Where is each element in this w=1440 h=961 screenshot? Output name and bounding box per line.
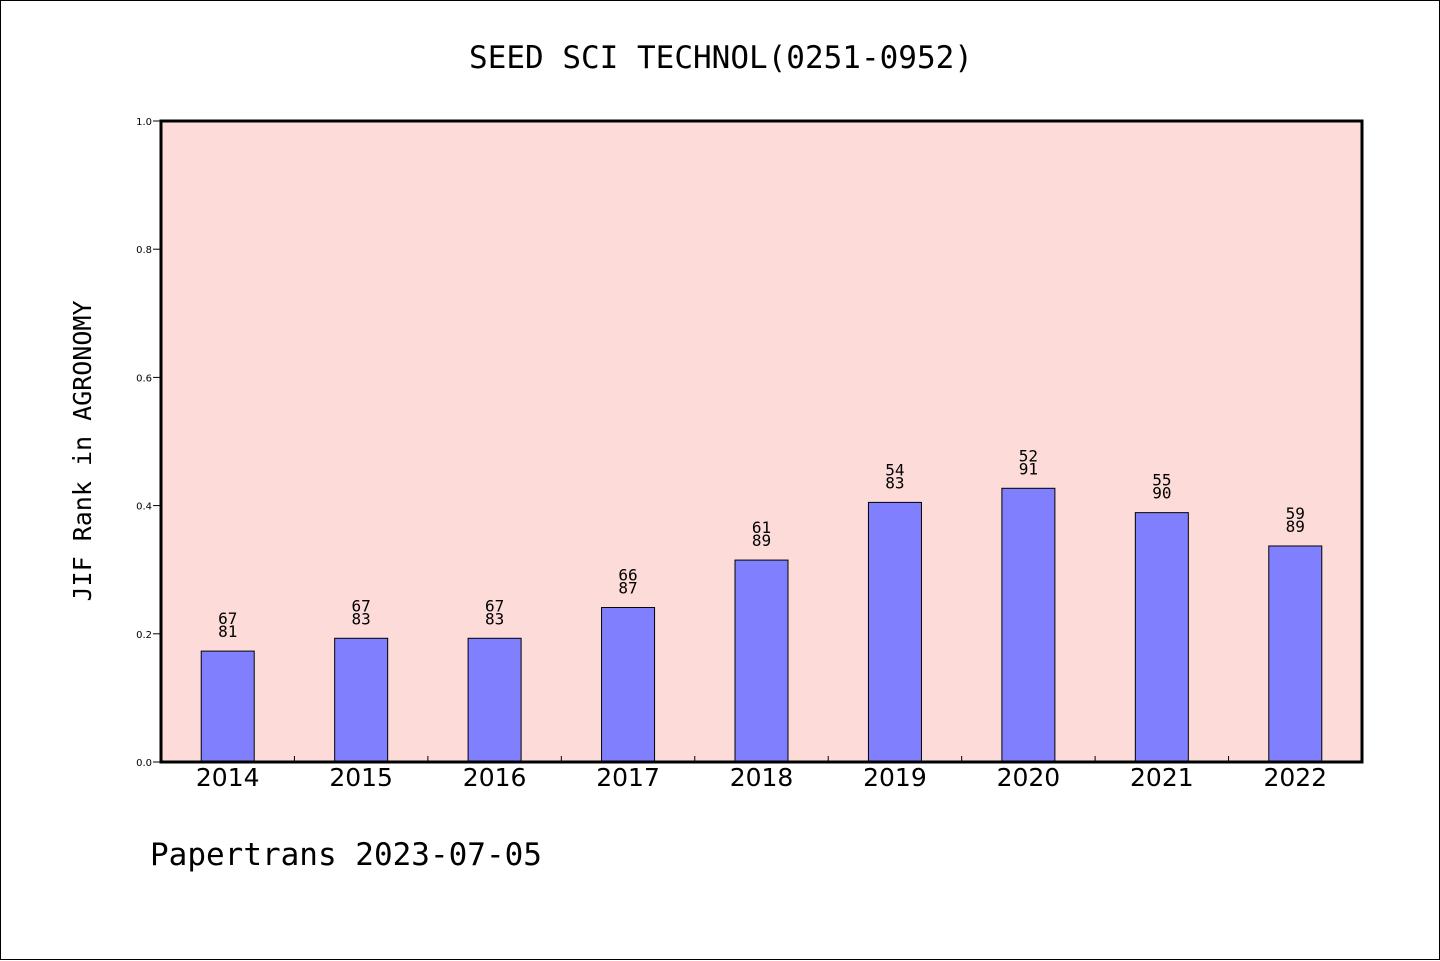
x-tick-label: 2019 xyxy=(863,763,927,792)
bar-2017 xyxy=(601,607,656,763)
x-tick-label: 2014 xyxy=(196,763,260,792)
x-tick-label: 2018 xyxy=(730,763,794,792)
bar-total-label: 91 xyxy=(1019,459,1038,478)
bar-2022 xyxy=(1268,545,1323,763)
y-axis-ticks: 0.0 0.2 0.4 0.6 0.8 1.0 xyxy=(136,117,161,769)
bars-group xyxy=(200,487,1323,763)
bar-total-label: 87 xyxy=(618,579,637,598)
bar-total-label: 83 xyxy=(485,609,504,628)
bar-total-label: 89 xyxy=(752,531,771,550)
bar-rank-label: 67 xyxy=(218,609,237,628)
bar-rank-label: 67 xyxy=(352,596,371,615)
chart-title: SEED SCI TECHNOL(0251-0952) xyxy=(469,40,973,76)
bar-rank-label: 59 xyxy=(1286,504,1305,523)
x-tick-label: 2016 xyxy=(463,763,527,792)
bar-total-label: 83 xyxy=(885,473,904,492)
bar-rank-label: 54 xyxy=(885,460,904,479)
bar-2014 xyxy=(200,650,255,763)
bar-2016 xyxy=(467,637,522,763)
y-tick-label: 0.8 xyxy=(136,245,152,256)
x-tick-label: 2021 xyxy=(1130,763,1194,792)
footer-text: Papertrans 2023-07-05 xyxy=(150,837,542,873)
bar-rank-label: 61 xyxy=(752,518,771,537)
y-tick-label: 0.6 xyxy=(136,373,152,384)
bar-total-label: 90 xyxy=(1152,484,1171,503)
y-tick-label: 0.4 xyxy=(136,502,152,513)
y-tick-label: 1.0 xyxy=(136,117,152,128)
x-tick-label: 2022 xyxy=(1263,763,1327,792)
y-tick-label: 0.0 xyxy=(136,758,152,769)
bar-2020 xyxy=(1001,487,1056,763)
x-tick-label: 2015 xyxy=(329,763,393,792)
bar-total-label: 81 xyxy=(218,622,237,641)
bar-rank-label: 66 xyxy=(618,566,637,585)
bar-2021 xyxy=(1134,512,1189,763)
bar-2019 xyxy=(867,501,922,763)
x-axis-labels: 2014 2015 2016 2017 2018 2019 2020 2021 2022 xyxy=(196,763,1327,792)
bar-2015 xyxy=(334,637,389,763)
x-tick-label: 2020 xyxy=(997,763,1061,792)
y-axis-label: JIF Rank in AGRONOMY xyxy=(68,300,97,601)
bar-rank-label: 52 xyxy=(1019,446,1038,465)
bar-rank-label: 55 xyxy=(1152,471,1171,490)
bar-rank-label: 67 xyxy=(485,596,504,615)
bar-total-label: 89 xyxy=(1286,517,1305,536)
plot-border xyxy=(159,119,1364,764)
y-tick-label: 0.2 xyxy=(136,630,152,641)
x-tick-label: 2017 xyxy=(596,763,660,792)
bar-total-label: 83 xyxy=(352,609,371,628)
bar-2018 xyxy=(734,559,789,763)
